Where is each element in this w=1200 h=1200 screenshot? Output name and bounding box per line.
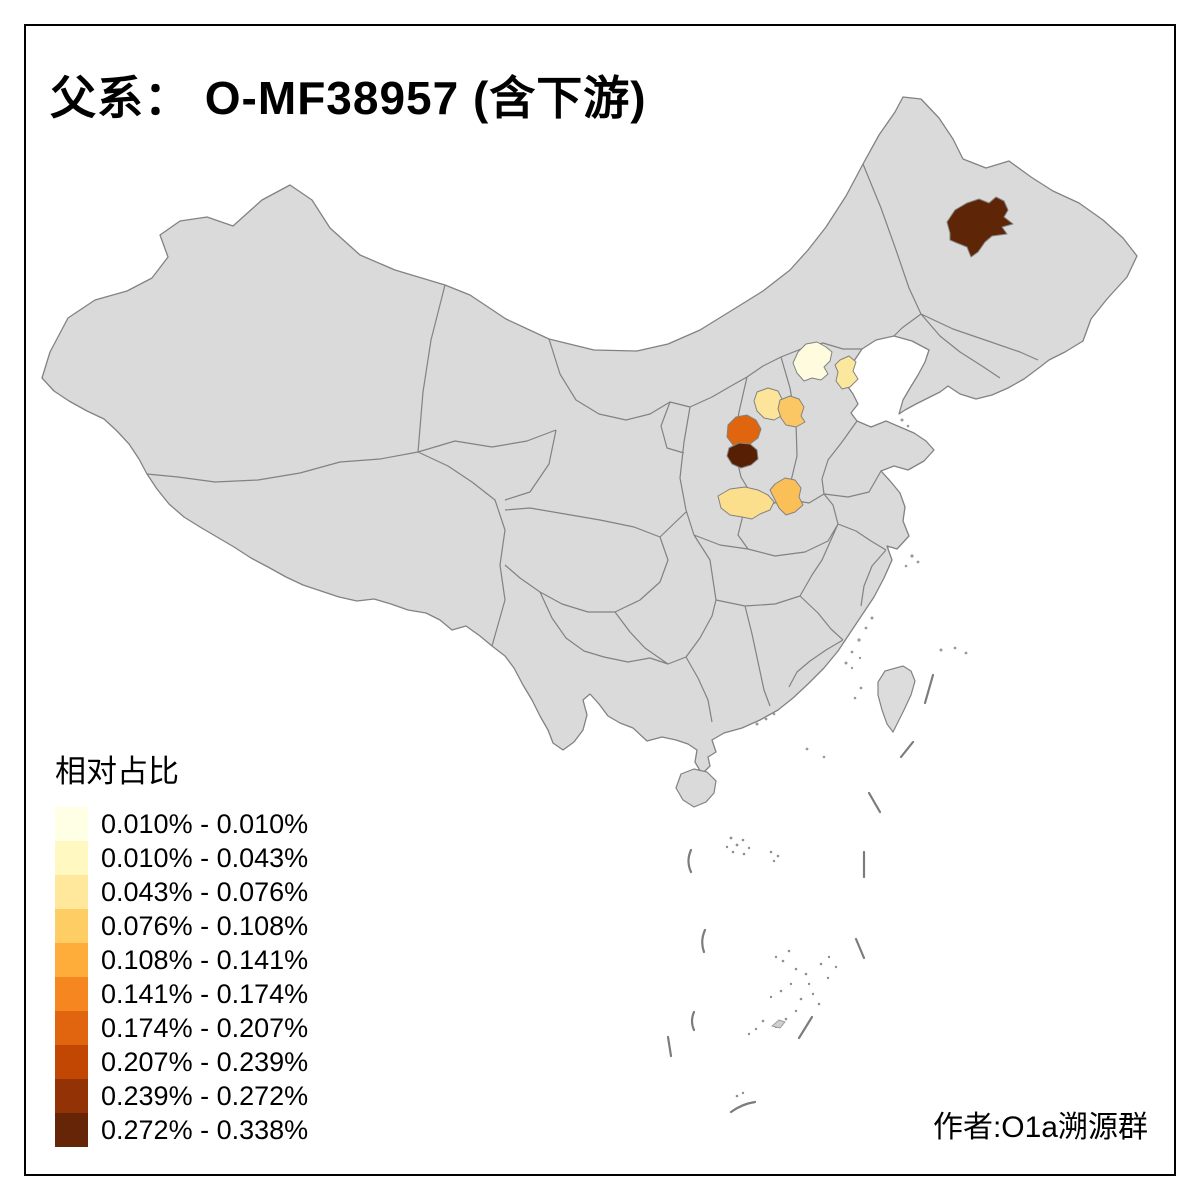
legend-label: 0.076% - 0.108% xyxy=(101,911,309,941)
legend-label: 0.010% - 0.010% xyxy=(101,809,309,839)
legend-item: 0.076% - 0.108% xyxy=(55,909,308,943)
mainland-china xyxy=(41,96,1138,775)
legend-item: 0.010% - 0.010% xyxy=(55,807,308,841)
legend-item: 0.010% - 0.043% xyxy=(55,841,308,875)
legend-item: 0.239% - 0.272% xyxy=(55,1079,308,1113)
legend-swatch xyxy=(55,943,88,977)
legend-item: 0.141% - 0.174% xyxy=(55,977,308,1011)
legend-swatch xyxy=(55,909,88,943)
region-heilongjiang xyxy=(946,196,1014,258)
region-shaanxi-central xyxy=(726,442,759,469)
highlighted-regions xyxy=(717,196,1014,520)
nine-dash-line xyxy=(666,673,935,1114)
legend-swatch xyxy=(55,807,88,841)
legend-item: 0.207% - 0.239% xyxy=(55,1045,308,1079)
hainan-island xyxy=(675,768,717,808)
region-henan-central xyxy=(769,477,804,516)
legend-label: 0.272% - 0.338% xyxy=(101,1115,309,1145)
legend-swatch xyxy=(55,875,88,909)
legend-label: 0.043% - 0.076% xyxy=(101,877,309,907)
coastal-islands xyxy=(755,418,968,759)
south-china-sea-islands xyxy=(725,836,838,1098)
legend-swatch xyxy=(55,1011,88,1045)
author-credit: 作者:O1a溯源群 xyxy=(932,1111,1148,1144)
legend-swatch xyxy=(55,1045,88,1079)
legend-label: 0.010% - 0.043% xyxy=(101,843,309,873)
legend-swatch xyxy=(55,841,88,875)
legend-item: 0.272% - 0.338% xyxy=(55,1113,308,1147)
legend-swatch xyxy=(55,977,88,1011)
page-title: 父系： O-MF38957 (含下游) xyxy=(50,72,647,124)
region-shaanxi-north xyxy=(726,414,762,449)
legend: 相对占比 0.010% - 0.010% 0.010% - 0.043% 0.0… xyxy=(55,746,308,1147)
region-hebei-east xyxy=(777,395,806,428)
legend-swatch xyxy=(55,1079,88,1113)
taiwan-island xyxy=(877,665,916,734)
legend-label: 0.141% - 0.174% xyxy=(101,979,309,1009)
legend-label: 0.174% - 0.207% xyxy=(101,1013,309,1043)
region-beijing xyxy=(792,341,833,382)
region-tianjin xyxy=(834,355,859,390)
legend-swatch xyxy=(55,1113,88,1147)
legend-label: 0.207% - 0.239% xyxy=(101,1047,309,1077)
legend-item: 0.043% - 0.076% xyxy=(55,875,308,909)
legend-label: 0.108% - 0.141% xyxy=(101,945,309,975)
legend-title: 相对占比 xyxy=(55,754,179,789)
legend-item: 0.108% - 0.141% xyxy=(55,943,308,977)
legend-label: 0.239% - 0.272% xyxy=(101,1081,309,1111)
legend-item: 0.174% - 0.207% xyxy=(55,1011,308,1045)
region-henan-west xyxy=(717,486,775,520)
